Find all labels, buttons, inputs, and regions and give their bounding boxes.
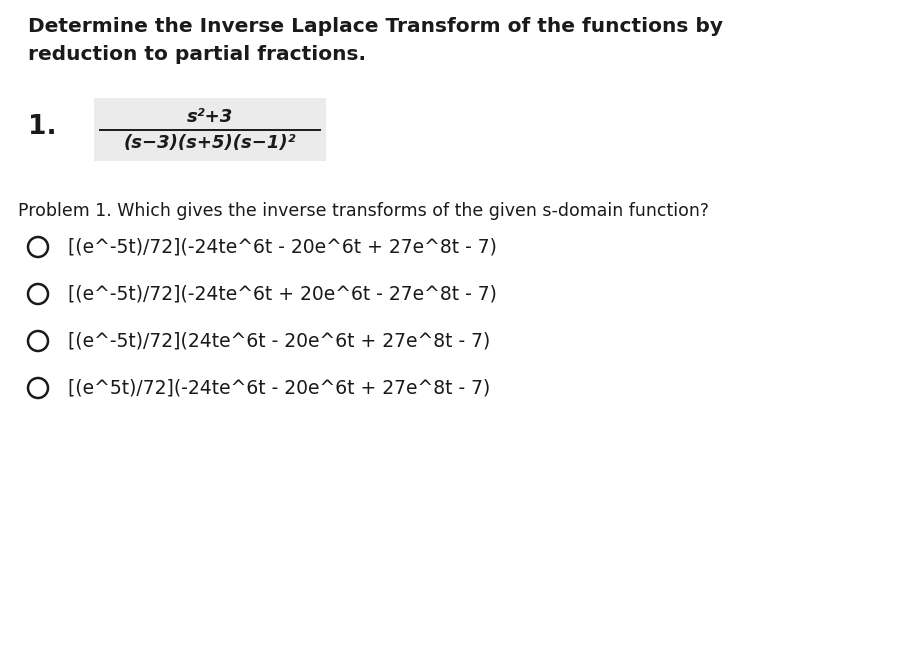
Text: [(e^5t)/72](-24te^6t - 20e^6t + 27e^8t - 7): [(e^5t)/72](-24te^6t - 20e^6t + 27e^8t -… — [68, 379, 490, 397]
Text: [(e^-5t)/72](-24te^6t + 20e^6t - 27e^8t - 7): [(e^-5t)/72](-24te^6t + 20e^6t - 27e^8t … — [68, 285, 496, 303]
Text: [(e^-5t)/72](-24te^6t - 20e^6t + 27e^8t - 7): [(e^-5t)/72](-24te^6t - 20e^6t + 27e^8t … — [68, 238, 496, 256]
Text: s²+3: s²+3 — [187, 107, 233, 126]
Text: 1.: 1. — [28, 114, 56, 140]
Text: Determine the Inverse Laplace Transform of the functions by: Determine the Inverse Laplace Transform … — [28, 17, 723, 36]
FancyBboxPatch shape — [94, 98, 326, 161]
Text: Problem 1. Which gives the inverse transforms of the given s-domain function?: Problem 1. Which gives the inverse trans… — [18, 202, 709, 220]
Text: [(e^-5t)/72](24te^6t - 20e^6t + 27e^8t - 7): [(e^-5t)/72](24te^6t - 20e^6t + 27e^8t -… — [68, 332, 490, 350]
Text: (s−3)(s+5)(s−1)²: (s−3)(s+5)(s−1)² — [124, 134, 296, 152]
Text: reduction to partial fractions.: reduction to partial fractions. — [28, 45, 366, 64]
